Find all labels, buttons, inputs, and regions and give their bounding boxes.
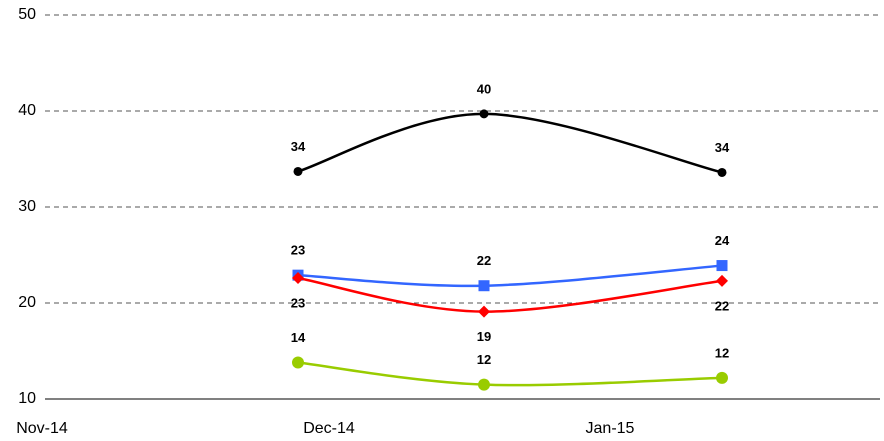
y-tick-label: 50 <box>18 6 36 23</box>
marker <box>716 260 728 272</box>
x-tick-label: Dec-14 <box>303 420 355 437</box>
value-label: 22 <box>477 253 491 268</box>
value-label: 12 <box>477 352 491 367</box>
marker <box>478 280 490 292</box>
value-label: 34 <box>291 139 306 154</box>
x-tick-label: Jan-15 <box>586 420 635 437</box>
marker <box>478 305 490 318</box>
value-label: 22 <box>715 298 729 313</box>
y-tick-label: 40 <box>18 102 36 119</box>
value-label: 34 <box>715 140 730 155</box>
value-label: 19 <box>477 329 491 344</box>
marker <box>293 166 303 176</box>
y-tick-label: 30 <box>18 198 36 215</box>
series-line <box>297 112 723 174</box>
marker <box>478 378 490 391</box>
value-label: 14 <box>291 330 306 345</box>
y-tick-label: 20 <box>18 294 36 311</box>
marker <box>717 167 727 177</box>
marker <box>716 274 728 287</box>
value-label: 23 <box>291 243 305 258</box>
marker <box>292 272 304 285</box>
value-label: 24 <box>715 233 730 248</box>
marker <box>292 356 304 369</box>
x-tick-label: Nov-14 <box>16 420 68 437</box>
series-line <box>297 361 723 387</box>
value-label: 12 <box>715 345 729 360</box>
y-tick-label: 10 <box>18 390 36 407</box>
marker <box>716 371 728 384</box>
series-line <box>297 264 723 288</box>
marker <box>479 109 489 119</box>
value-label: 40 <box>477 81 491 96</box>
value-label: 23 <box>291 295 305 310</box>
series-line <box>297 276 723 313</box>
